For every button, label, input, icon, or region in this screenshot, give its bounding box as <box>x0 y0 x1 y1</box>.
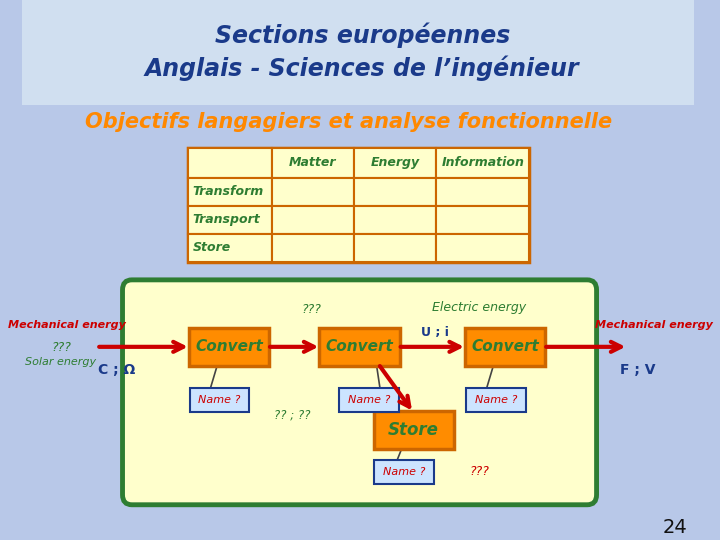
Text: U ; i: U ; i <box>421 326 449 339</box>
FancyBboxPatch shape <box>320 328 400 366</box>
Text: Mechanical energy: Mechanical energy <box>595 320 714 330</box>
Text: Information: Information <box>441 157 524 170</box>
Bar <box>354 234 436 262</box>
Text: Transport: Transport <box>192 213 260 226</box>
Text: Electric energy: Electric energy <box>432 301 526 314</box>
Bar <box>188 178 272 206</box>
Text: ???: ??? <box>301 303 321 316</box>
Text: 24: 24 <box>662 518 688 537</box>
FancyBboxPatch shape <box>339 388 399 412</box>
Bar <box>188 148 272 178</box>
Bar <box>436 206 529 234</box>
FancyBboxPatch shape <box>189 388 249 412</box>
Bar <box>354 148 436 178</box>
Text: Convert: Convert <box>471 339 539 354</box>
Text: Mechanical energy: Mechanical energy <box>8 320 125 330</box>
FancyBboxPatch shape <box>374 460 434 484</box>
Text: ???: ??? <box>51 341 71 354</box>
Text: Name ?: Name ? <box>383 467 426 477</box>
Text: Convert: Convert <box>325 339 393 354</box>
Text: ???: ??? <box>469 465 490 478</box>
Text: Name ?: Name ? <box>199 395 240 405</box>
Bar <box>22 0 693 105</box>
Bar <box>188 148 529 262</box>
Text: Sections européennes: Sections européennes <box>215 22 510 48</box>
Bar <box>436 178 529 206</box>
FancyBboxPatch shape <box>466 388 526 412</box>
Text: Energy: Energy <box>370 157 420 170</box>
Text: Transform: Transform <box>192 185 264 198</box>
FancyBboxPatch shape <box>189 328 269 366</box>
Bar <box>188 234 272 262</box>
Bar <box>354 178 436 206</box>
Bar <box>272 178 354 206</box>
Text: F ; V: F ; V <box>620 363 655 377</box>
Bar <box>272 148 354 178</box>
Bar <box>436 148 529 178</box>
Bar <box>436 234 529 262</box>
FancyBboxPatch shape <box>374 411 454 449</box>
Text: Name ?: Name ? <box>474 395 517 405</box>
Text: Matter: Matter <box>289 157 337 170</box>
Text: Objectifs langagiers et analyse fonctionnelle: Objectifs langagiers et analyse fonction… <box>85 112 612 132</box>
FancyBboxPatch shape <box>465 328 545 366</box>
Text: Solar energy: Solar energy <box>25 357 96 367</box>
Bar <box>354 206 436 234</box>
Bar <box>188 206 272 234</box>
Text: Name ?: Name ? <box>348 395 390 405</box>
Text: Store: Store <box>192 241 230 254</box>
FancyBboxPatch shape <box>122 280 597 505</box>
Text: C ; Ω: C ; Ω <box>99 363 135 377</box>
Bar <box>272 234 354 262</box>
Text: Store: Store <box>388 421 439 439</box>
Text: Anglais - Sciences de l’ingénieur: Anglais - Sciences de l’ingénieur <box>145 55 580 80</box>
Text: Convert: Convert <box>195 339 263 354</box>
Bar <box>272 206 354 234</box>
Text: ?? ; ??: ?? ; ?? <box>274 408 310 421</box>
